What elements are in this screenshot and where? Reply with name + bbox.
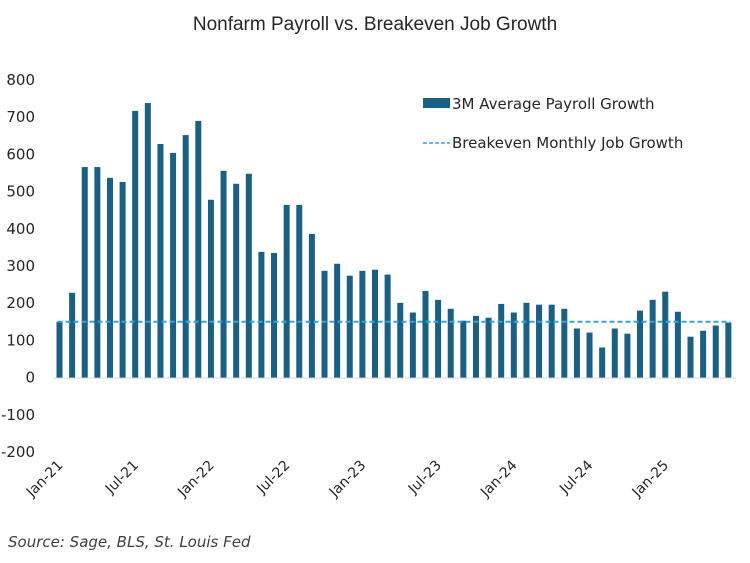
y-tick-label: 300	[6, 257, 35, 275]
bar-Mar-24	[536, 304, 543, 378]
bar-Aug-21	[144, 103, 151, 378]
y-tick-label: 700	[6, 108, 35, 126]
bar-Apr-21	[94, 167, 101, 378]
legend-line-label: Breakeven Monthly Job Growth	[452, 134, 683, 152]
bar-Jun-25	[725, 322, 732, 378]
bar-Feb-23	[372, 269, 378, 378]
bar-Nov-22	[334, 263, 341, 378]
bar-Dec-21	[195, 120, 202, 378]
bar-Aug-22	[296, 204, 303, 378]
bar-Feb-22	[220, 170, 227, 378]
bar-Jun-24	[573, 328, 580, 378]
chart-title: Nonfarm Payroll vs. Breakeven Job Growth	[193, 14, 557, 35]
y-tick-label: -100	[1, 406, 35, 424]
bar-Aug-24	[599, 347, 606, 378]
bar-Jan-22	[207, 199, 214, 378]
bar-Jul-24	[586, 332, 593, 378]
source-note: Source: Sage, BLS, St. Louis Fed	[8, 533, 251, 551]
bar-Mar-21	[81, 167, 88, 378]
bar-Aug-23	[447, 308, 454, 378]
bar-Jun-22	[271, 252, 278, 378]
bar-Jan-23	[359, 270, 366, 378]
bar-Feb-24	[523, 302, 530, 378]
x-tick-label: Jul-23	[405, 458, 445, 498]
x-axis-ticks: Jan-21 Jul-21 Jan-22 Jul-22 Jan-23 Jul-23 Jan-…	[23, 457, 672, 501]
bar-Mar-25	[687, 336, 694, 378]
bar-Jul-21	[132, 110, 139, 378]
bar-Oct-22	[321, 270, 328, 378]
bar-May-23	[409, 312, 416, 378]
bar-Sep-21	[157, 143, 164, 378]
bar-Apr-25	[700, 330, 707, 378]
x-tick-label: Jan-23	[326, 458, 369, 501]
y-tick-label: 600	[6, 145, 35, 163]
bar-Mar-23	[384, 274, 391, 378]
y-tick-label: 200	[6, 294, 35, 312]
bar-May-22	[258, 251, 265, 378]
bar-Sep-22	[308, 234, 315, 378]
bar-May-21	[106, 177, 113, 378]
x-tick-label: Jan-22	[174, 458, 217, 501]
bar-Jul-22	[283, 204, 290, 378]
y-tick-label: -200	[1, 443, 35, 461]
x-tick-label: Jul-22	[253, 458, 293, 498]
bar-Oct-21	[170, 152, 177, 378]
bar-Oct-23	[472, 315, 479, 378]
bar-Jan-21	[56, 321, 63, 378]
bar-Nov-21	[182, 135, 189, 378]
x-tick-label: Jan-21	[23, 458, 66, 501]
bar-Dec-22	[346, 275, 353, 378]
y-tick-label: 800	[6, 71, 35, 89]
y-axis-ticks: 800 700 600 500 400 300 200 100 0 -100 -200	[1, 71, 35, 461]
bar-series	[56, 103, 732, 378]
bar-Jan-24	[510, 312, 517, 378]
y-tick-label: 500	[6, 183, 35, 201]
bar-Feb-21	[69, 292, 76, 378]
bar-Nov-23	[485, 317, 492, 378]
bar-May-24	[561, 308, 568, 378]
bar-Sep-23	[460, 320, 467, 378]
bar-Jun-23	[422, 290, 429, 378]
bar-Dec-23	[498, 303, 505, 378]
x-tick-label: Jan-24	[477, 457, 521, 501]
legend-bar-label: 3M Average Payroll Growth	[452, 95, 654, 113]
legend-bar-swatch	[423, 98, 450, 108]
x-tick-label: Jan-25	[629, 458, 672, 501]
y-tick-label: 400	[6, 220, 35, 238]
x-tick-label: Jul-21	[102, 458, 142, 498]
y-tick-label: 100	[6, 331, 35, 349]
bar-Oct-24	[624, 333, 631, 378]
bar-Jul-23	[435, 299, 442, 378]
bar-Nov-24	[637, 310, 644, 378]
bar-Apr-24	[548, 304, 555, 378]
y-tick-label: 0	[25, 369, 35, 387]
bar-Jun-21	[119, 181, 126, 378]
bar-Apr-22	[245, 173, 252, 378]
bar-Mar-22	[233, 183, 240, 378]
bar-Feb-25	[674, 311, 681, 378]
bar-May-25	[712, 325, 719, 378]
bar-Dec-24	[649, 299, 656, 378]
bar-Jan-25	[662, 291, 669, 378]
legend: 3M Average Payroll Growth Breakeven Mont…	[423, 95, 683, 152]
x-tick-label: Jul-24	[556, 457, 596, 497]
bar-Apr-23	[397, 302, 404, 378]
bar-Sep-24	[611, 328, 618, 378]
